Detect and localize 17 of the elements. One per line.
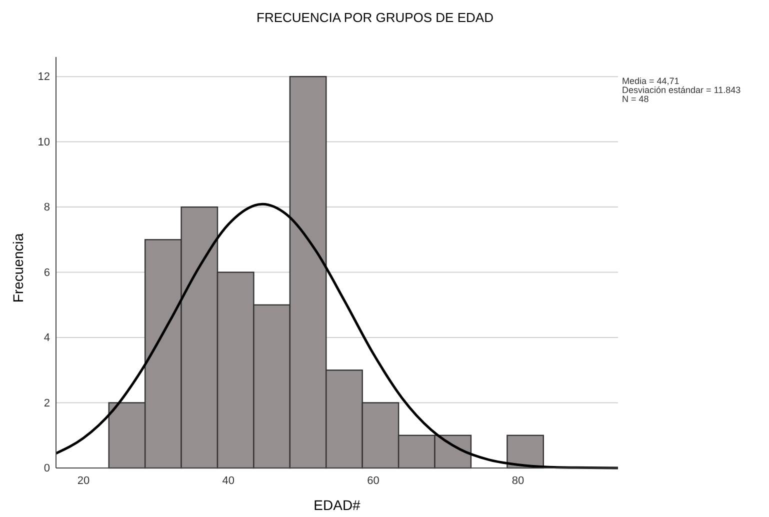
y-tick-label: 4 [44,332,50,344]
x-tick-label: 60 [367,474,380,487]
x-tick-label: 20 [77,474,90,487]
text: Desviación estándar = 11.843 [622,85,741,95]
x-tick-label: 80 [512,474,524,487]
x-axis-title: EDAD# [314,497,361,513]
text: N = 48 [622,94,649,104]
y-axis-title: Frecuencia [10,233,26,303]
y-tick-label: 8 [44,202,50,214]
chart-title: FRECUENCIA POR GRUPOS DE EDAD [256,10,494,25]
text: Media = 44,71 [622,76,680,86]
x-tick-label: 40 [222,474,234,487]
y-tick-label: 6 [44,266,50,279]
y-tick-label: 2 [44,397,50,410]
y-tick-label: 12 [38,71,50,84]
y-tick-label: 10 [38,136,50,148]
y-tick-label: 0 [44,462,50,475]
